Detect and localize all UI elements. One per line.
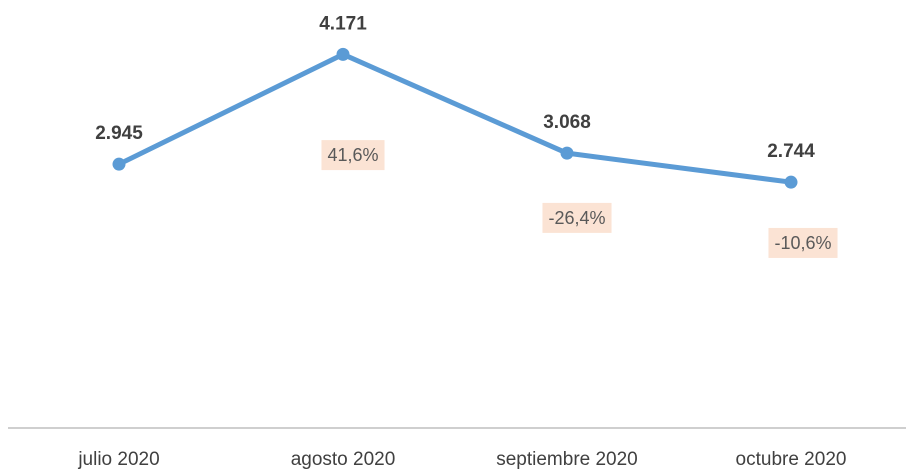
change-label: -10,6% (774, 233, 831, 253)
marker (336, 47, 350, 61)
marker (784, 175, 798, 189)
change-label: 41,6% (327, 145, 378, 165)
data-label: 3.068 (543, 112, 591, 133)
change-box (768, 227, 838, 258)
x-tick-label: septiembre 2020 (496, 449, 638, 470)
change-box (542, 202, 612, 233)
marker (112, 157, 126, 171)
data-label: 2.744 (767, 141, 815, 162)
change-label: -26,4% (548, 208, 605, 228)
x-tick-label: julio 2020 (77, 449, 159, 470)
data-label: 2.945 (95, 123, 143, 144)
data-label: 4.171 (319, 13, 367, 34)
x-tick-label: agosto 2020 (291, 449, 396, 470)
x-tick-label: octubre 2020 (736, 449, 847, 470)
line (117, 51, 792, 185)
marker (560, 146, 574, 160)
change-box (321, 140, 385, 171)
